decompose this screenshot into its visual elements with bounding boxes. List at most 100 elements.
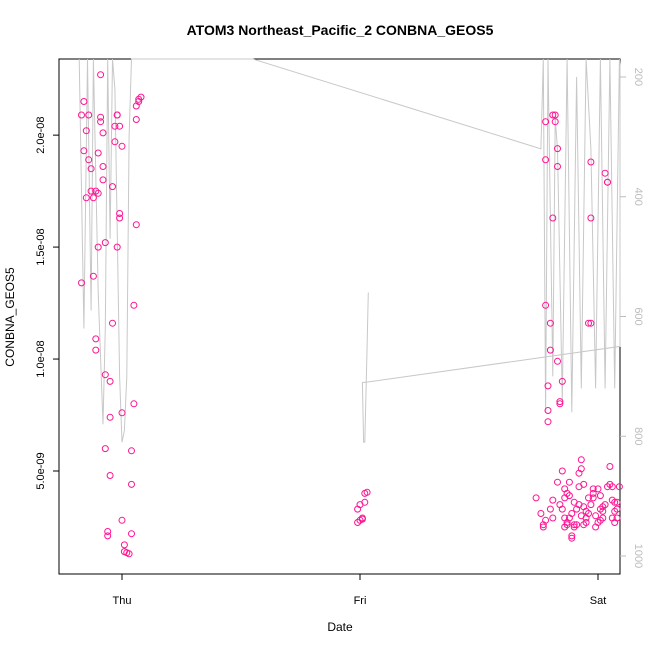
data-point	[546, 346, 554, 354]
data-point	[94, 189, 102, 197]
data-point	[132, 221, 140, 229]
data-point	[558, 505, 566, 513]
data-point	[97, 118, 105, 126]
data-point	[128, 447, 135, 455]
data-point	[549, 111, 557, 119]
data-point	[537, 510, 545, 517]
y-tick-label: 2.0e-08	[35, 116, 47, 153]
data-point	[113, 111, 121, 119]
data-point	[601, 501, 609, 509]
data-point	[577, 512, 585, 520]
data-point	[118, 142, 126, 150]
data-point	[97, 113, 105, 121]
data-point	[130, 301, 138, 309]
data-point	[606, 463, 614, 470]
data-point	[587, 501, 595, 509]
data-point	[78, 111, 85, 119]
data-point	[128, 530, 135, 538]
data-point	[570, 523, 578, 531]
data-point	[589, 489, 597, 497]
data-point	[532, 494, 540, 502]
data-point	[551, 118, 559, 126]
right-tick-label: 400	[632, 188, 644, 206]
data-point	[608, 514, 616, 522]
data-point	[80, 147, 88, 155]
y-tick-label: 1.0e-08	[35, 340, 47, 377]
data-point	[577, 465, 585, 473]
data-point	[585, 510, 592, 517]
data-point	[106, 413, 114, 421]
data-point	[558, 467, 566, 475]
data-point	[111, 138, 119, 146]
data-point	[92, 346, 100, 354]
right-tick-label: 200	[632, 68, 644, 86]
y-tick-label: 5.0e-09	[35, 452, 47, 489]
data-point	[580, 521, 588, 529]
data-point	[106, 377, 114, 385]
data-point	[585, 494, 592, 502]
data-point	[554, 478, 561, 486]
data-point	[132, 116, 140, 123]
data-point	[87, 187, 95, 195]
data-point	[585, 319, 592, 327]
data-point	[570, 521, 578, 529]
x-axis-label: Date	[327, 620, 353, 634]
data-point	[592, 512, 600, 520]
right-tick-label: 1000	[632, 544, 644, 568]
data-point	[92, 335, 100, 343]
data-point	[580, 480, 588, 488]
data-point	[551, 111, 559, 119]
data-point	[568, 534, 576, 542]
data-point	[99, 129, 107, 137]
data-point	[109, 319, 116, 327]
data-point	[589, 485, 597, 493]
axes-layer: Thu Fri Sat 5.0e-09 1.0e-08 1.5e-08 2.0e-08 200…	[35, 68, 644, 607]
data-point	[592, 523, 600, 531]
data-point	[558, 377, 566, 385]
data-point	[587, 158, 595, 166]
data-point	[101, 371, 109, 379]
data-point	[82, 194, 90, 202]
data-point	[568, 510, 576, 517]
data-point	[596, 505, 604, 513]
data-point	[113, 243, 121, 251]
data-point	[587, 319, 595, 327]
data-point	[544, 418, 552, 426]
data-point	[358, 515, 366, 523]
data-point	[554, 357, 561, 365]
data-point	[539, 523, 547, 531]
data-point	[104, 528, 112, 535]
data-point	[613, 505, 621, 513]
data-point	[361, 498, 369, 506]
data-point	[116, 210, 124, 217]
data-point	[92, 187, 100, 195]
right-tick-label: 800	[632, 427, 644, 445]
y-tick-label: 1.5e-08	[35, 228, 47, 265]
data-point	[111, 122, 119, 130]
data-point	[87, 165, 95, 173]
data-point	[118, 516, 126, 524]
data-point	[94, 243, 102, 251]
data-point	[544, 382, 552, 390]
data-point	[118, 409, 126, 417]
data-point	[596, 492, 604, 500]
data-point	[565, 492, 573, 500]
data-point	[135, 95, 143, 103]
data-point	[106, 472, 114, 479]
data-point	[546, 319, 554, 327]
data-point	[80, 98, 88, 105]
data-point	[575, 501, 583, 509]
data-point	[613, 498, 621, 506]
data-point	[554, 163, 561, 170]
data-point	[556, 398, 564, 406]
data-point	[594, 485, 602, 493]
data-point	[125, 550, 133, 558]
data-point	[99, 176, 107, 184]
data-point	[104, 532, 112, 540]
data-point	[542, 301, 550, 309]
data-point	[556, 400, 564, 408]
plot-frame	[58, 58, 621, 575]
data-point	[599, 514, 607, 522]
data-point	[130, 400, 138, 408]
